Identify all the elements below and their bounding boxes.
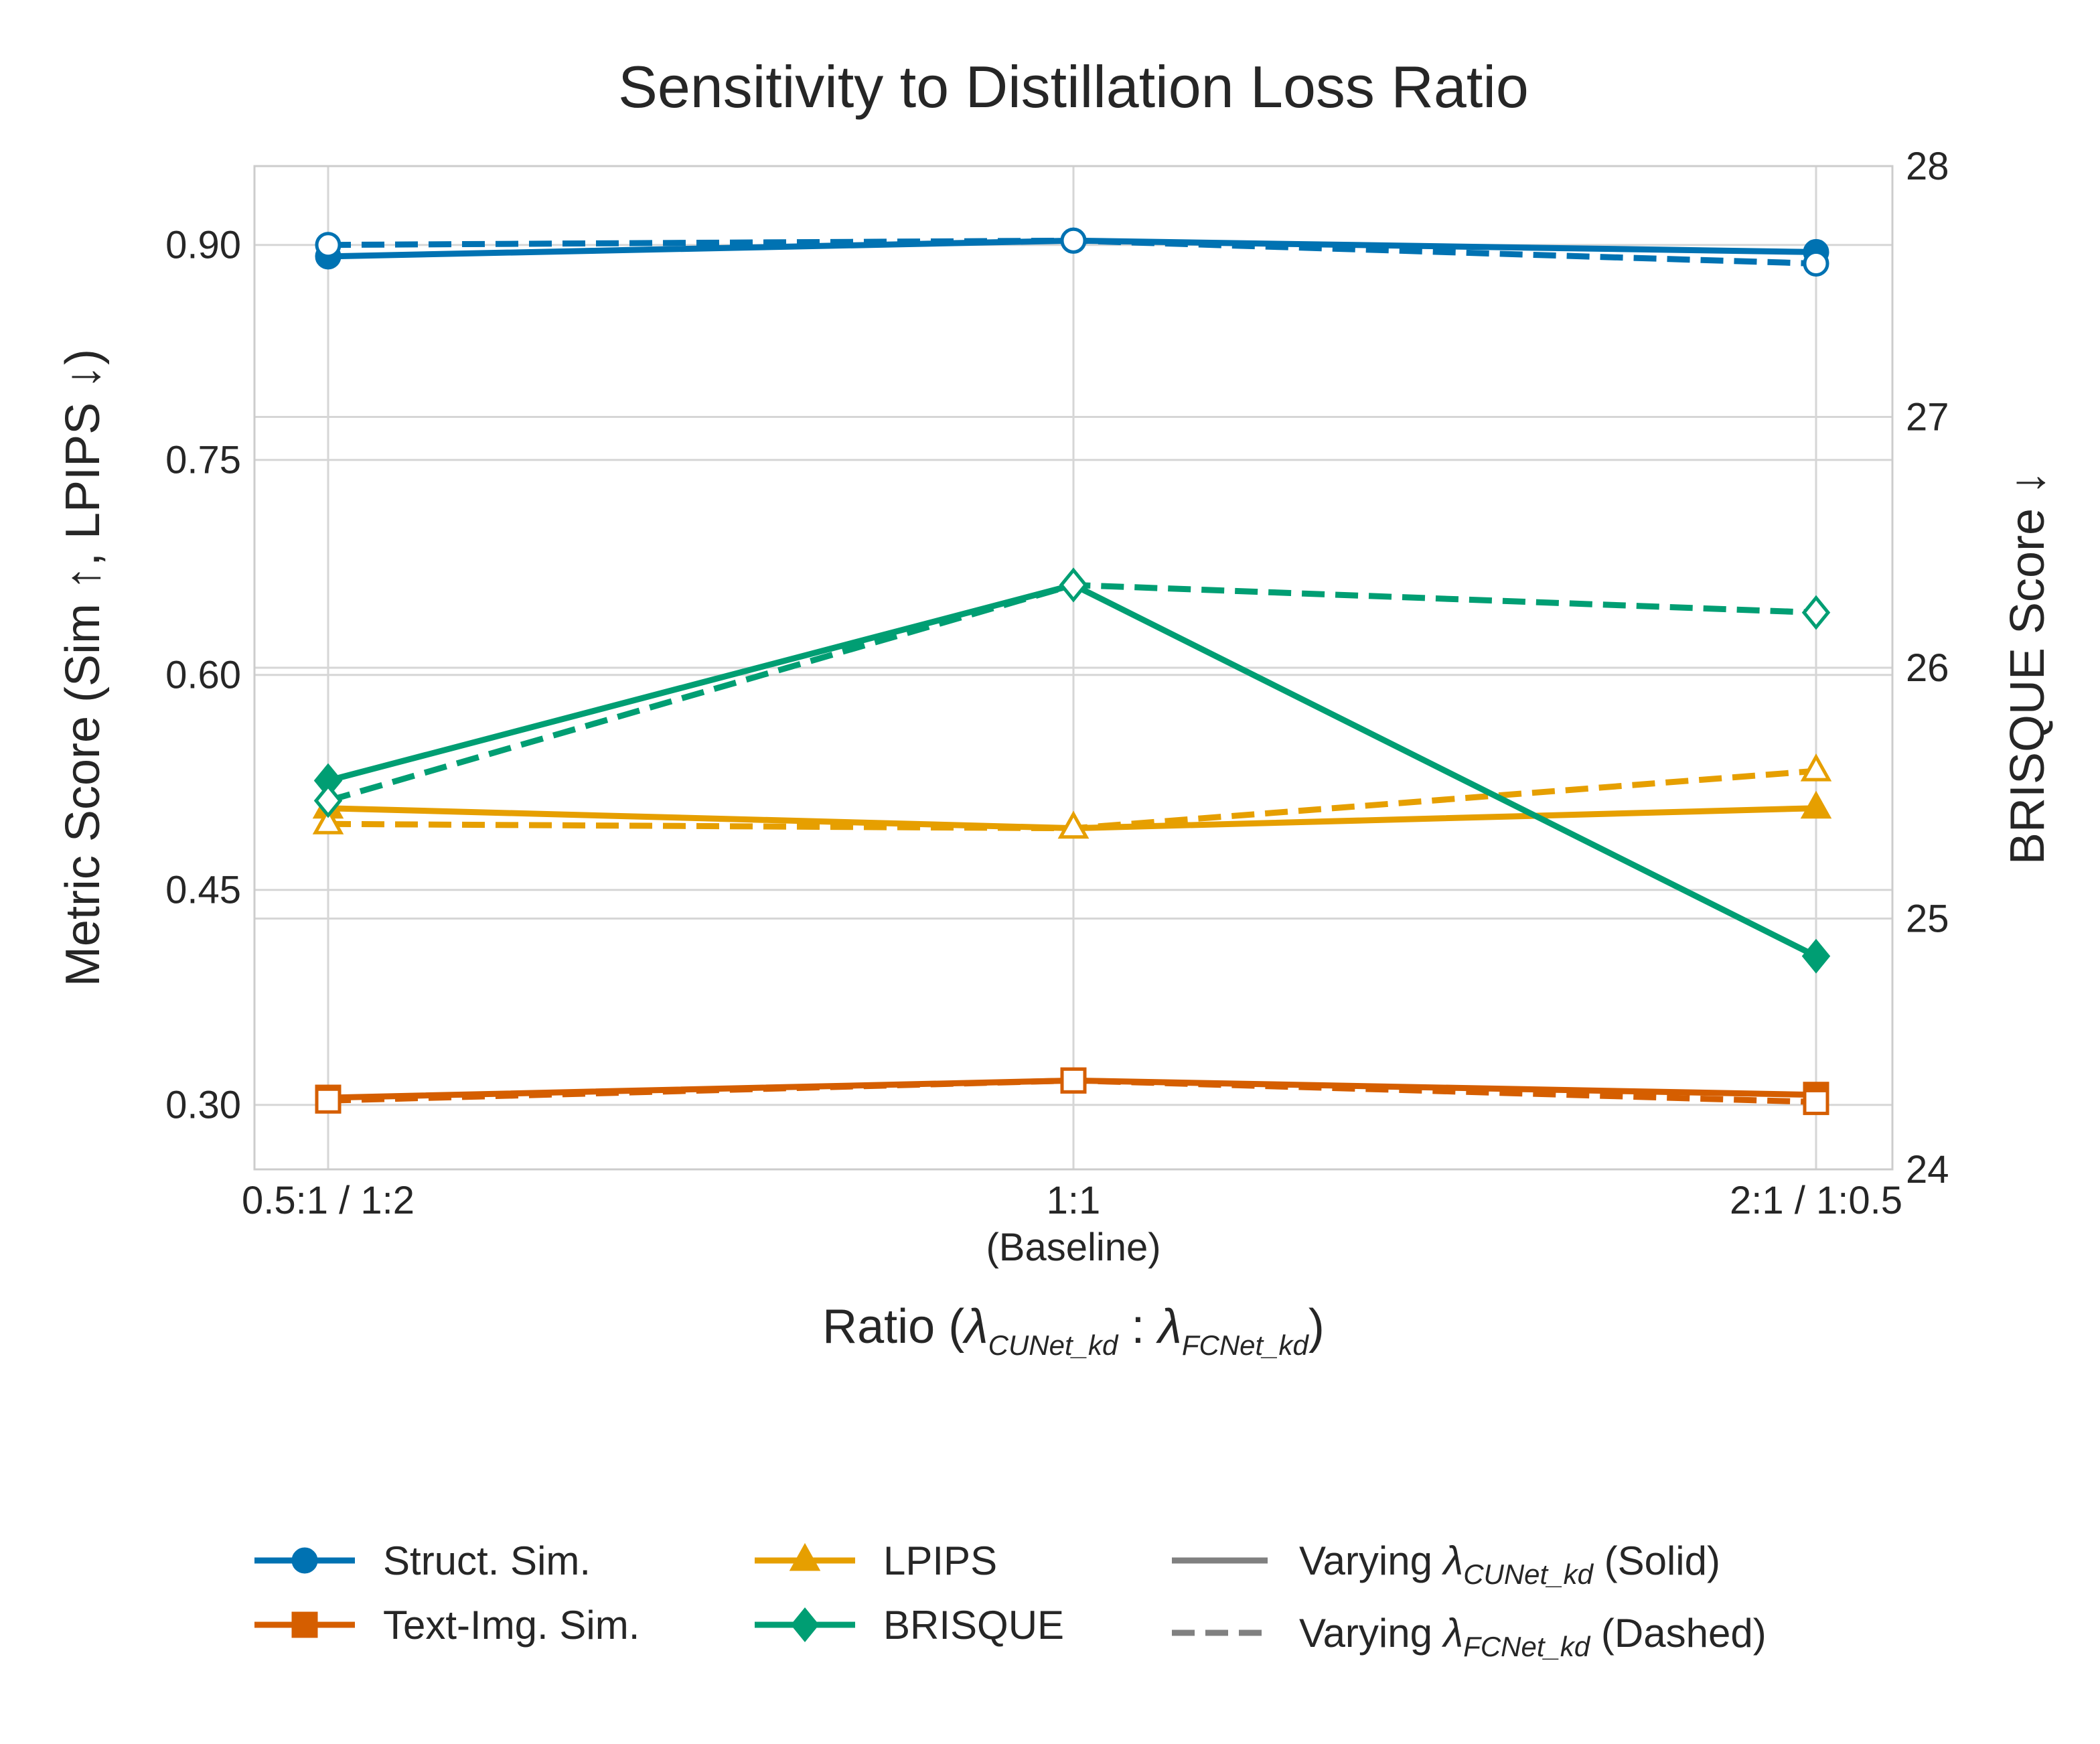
y-tick-left: 0.60 (165, 654, 241, 697)
grid (254, 166, 1892, 1169)
y-tick-left: 0.45 (165, 869, 241, 912)
y-tick-right: 28 (1906, 145, 1949, 188)
point-solid-lpips (1800, 790, 1832, 819)
x-tick-label: 1:1 (1047, 1179, 1101, 1222)
x-axis-label: Ratio (λCUNet_kd : λFCNet_kd) (822, 1300, 1325, 1361)
point-dashed-struct-sim (1803, 250, 1829, 277)
point-dashed-lpips (1057, 810, 1090, 839)
y-tick-left: 0.90 (165, 224, 241, 267)
legend-marker (291, 1547, 318, 1574)
chart-title: Sensitivity to Distillation Loss Ratio (618, 54, 1529, 120)
point-dashed-lpips (1800, 753, 1832, 782)
y-axis-right-label: BRISQUE Score ↓ (2001, 471, 2054, 865)
x-axis-ticks: 0.5:1 / 1:2 1:1(Baseline) 2:1 / 1:0.5 (242, 1179, 1902, 1269)
left-axis-ticks: 0.30 0.45 0.60 0.75 0.90 (165, 224, 241, 1127)
plot-frame (253, 165, 1894, 1171)
x-tick-label: 0.5:1 / 1:2 (242, 1179, 415, 1222)
y-tick-right: 25 (1906, 897, 1949, 941)
point-dashed-brisque (1059, 567, 1088, 603)
series-layer (312, 227, 1832, 1115)
point-dashed-struct-sim (1060, 227, 1087, 254)
y-tick-left: 0.30 (165, 1084, 241, 1127)
right-axis-ticks: 24 25 26 27 28 (1906, 145, 1949, 1191)
point-dashed-struct-sim (315, 232, 342, 259)
point-dashed-text-img-sim (1803, 1088, 1829, 1115)
legend-style-solid-label: Varying λCUNet_kd (Solid) (1299, 1538, 1720, 1590)
legend-label: BRISQUE (883, 1603, 1064, 1648)
point-dashed-brisque (1801, 595, 1831, 630)
point-solid-brisque (1801, 938, 1831, 974)
y-tick-right: 26 (1906, 646, 1949, 690)
point-dashed-text-img-sim (1060, 1067, 1087, 1094)
y-tick-right: 24 (1906, 1148, 1949, 1191)
point-dashed-lpips (312, 806, 344, 834)
y-tick-left: 0.75 (165, 439, 241, 482)
legend-label: Struct. Sim. (383, 1538, 591, 1583)
y-tick-right: 27 (1906, 396, 1949, 439)
legend-marker (291, 1611, 318, 1638)
legend-marker (790, 1607, 820, 1642)
legend-label: Text-Img. Sim. (383, 1603, 640, 1648)
x-tick-label: 2:1 / 1:0.5 (1730, 1179, 1902, 1222)
point-dashed-brisque (313, 783, 343, 818)
point-dashed-text-img-sim (315, 1087, 342, 1114)
x-tick-sublabel: (Baseline) (986, 1226, 1160, 1269)
legend-label: LPIPS (883, 1538, 997, 1583)
y-axis-left-label: Metric Score (Sim ↑, LPIPS ↓) (56, 349, 110, 987)
legend: Struct. Sim. Text-Img. Sim. LPIPS BRISQUE Va… (254, 1538, 1767, 1662)
legend-marker (789, 1542, 821, 1571)
legend-style-dashed-label: Varying λFCNet_kd (Dashed) (1299, 1611, 1767, 1662)
